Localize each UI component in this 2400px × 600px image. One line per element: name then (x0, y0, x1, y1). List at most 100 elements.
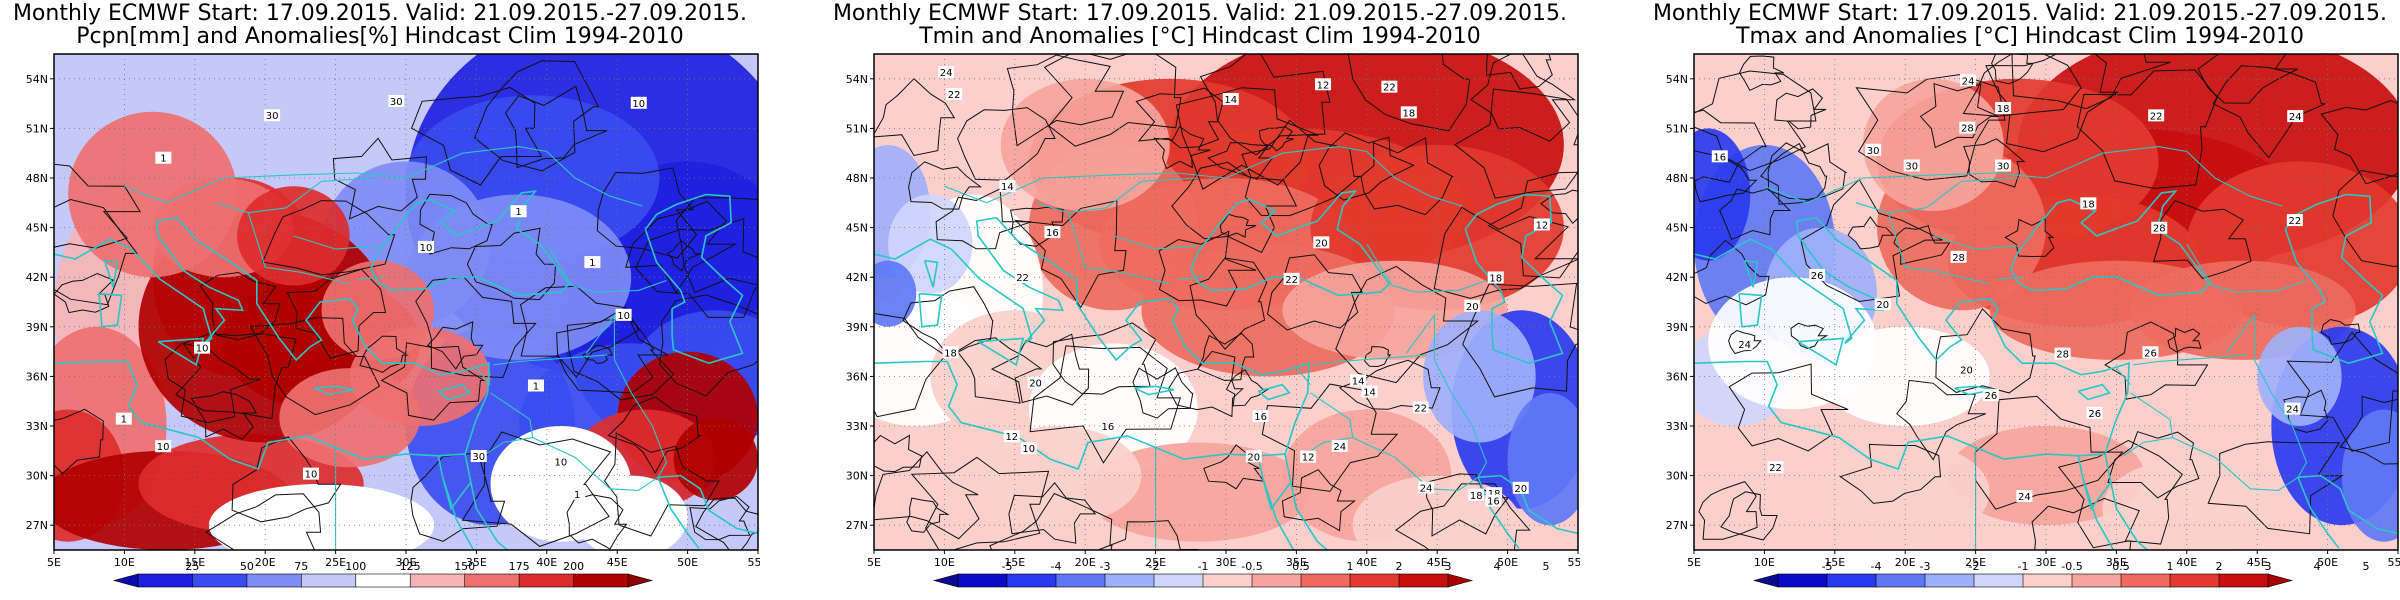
lat-label: 51N (1666, 122, 1688, 135)
colorbar-bin (1924, 573, 1975, 588)
anomaly-patch (68, 111, 238, 278)
isoline (1189, 257, 1268, 350)
lat-label: 36N (846, 370, 868, 383)
isoline (1974, 395, 2124, 510)
isoline (2104, 321, 2209, 400)
isoline (607, 396, 703, 474)
contour-label: 28 (1961, 124, 1974, 135)
isoline (1454, 88, 1578, 199)
lon-label: 15E (1824, 556, 1845, 569)
colorbar-tick-label: -4 (1871, 560, 1882, 573)
anomaly-patch (208, 483, 435, 550)
colorbar-bin (518, 573, 575, 588)
colorbar-tick-label: 4 (2314, 560, 2321, 573)
isoline (695, 497, 758, 550)
lon-label: 10E (1754, 556, 1775, 569)
isoline (54, 408, 104, 475)
isoline (1774, 88, 1827, 130)
isoline (556, 319, 669, 394)
lat-label: 39N (846, 321, 868, 334)
isoline (1470, 54, 1576, 142)
isoline (2320, 318, 2361, 345)
lat-label: 51N (846, 122, 868, 135)
contour-label: 22 (2288, 216, 2301, 227)
colorbar-tick-label: -1 (2018, 560, 2029, 573)
colorbar-bin (1251, 573, 1302, 588)
lon-label: 35E (1286, 556, 1307, 569)
isoline (1135, 87, 1224, 149)
isoline (2004, 217, 2055, 258)
lon-label: 55E (2388, 556, 2400, 569)
colorbar-tick-label: 150 (454, 560, 475, 573)
contour-label: 1 (533, 382, 539, 393)
contour-label: 22 (1414, 403, 1427, 414)
colorbar-tick-label: 3 (1445, 560, 1452, 573)
isoline (1728, 329, 1762, 355)
isoline (461, 431, 612, 547)
panel-title-line2: Pcpn[mm] and Anomalies[%] Hindcast Clim … (76, 24, 684, 49)
contour-label: 26 (2144, 348, 2157, 359)
isoline (474, 60, 600, 172)
isoline (1462, 282, 1578, 398)
colorbar-bin (2071, 573, 2122, 588)
lon-label: 5E (47, 556, 61, 569)
colorbar-bin (957, 573, 1008, 588)
colorbar-bin (1153, 573, 1204, 588)
colorbar-bin (409, 573, 466, 588)
contour-label: 1 (121, 415, 127, 426)
contour-label: 20 (1247, 452, 1260, 463)
isoline (2339, 395, 2398, 465)
isoline (935, 188, 1032, 250)
contour-label: 14 (1001, 182, 1014, 193)
contour-label: 10 (157, 442, 170, 453)
contour-label: 10 (305, 470, 318, 481)
anomaly-patch (874, 260, 917, 327)
lon-label: 5E (867, 556, 881, 569)
contour-label: 18 (1489, 273, 1502, 284)
isoline (566, 309, 675, 401)
lon-label: 30E (396, 556, 417, 569)
lon-label: 10E (114, 556, 135, 569)
contour-label: 28 (2153, 224, 2166, 235)
contour-label: 28 (2056, 350, 2069, 361)
isoline (2332, 169, 2398, 268)
contour-label: 24 (1962, 76, 1975, 87)
isoline (1919, 83, 1999, 149)
isoline (249, 317, 381, 416)
panel-tmin: Monthly ECMWF Start: 17.09.2015. Valid: … (820, 0, 1580, 600)
contour-label: 30 (390, 97, 403, 108)
colorbar-high-arrow (2267, 573, 2294, 588)
isoline (635, 217, 758, 318)
anomaly-patch (575, 475, 688, 550)
map-precipitation: 54N 51N 48N 45N 42N 39N 36N 33N 30N 27N 5E 10E 15E 20… (26, 53, 760, 588)
lat-label: 42N (846, 271, 868, 284)
anomaly-patch (673, 417, 758, 501)
colorbar-bin (137, 573, 194, 588)
colorbar-high-arrow (1447, 573, 1474, 588)
colorbar-bin (1875, 573, 1926, 588)
isoline (1258, 126, 1294, 152)
lon-label: 15E (184, 556, 205, 569)
contour-label: 24 (2018, 492, 2031, 503)
contour-label: 26 (1984, 391, 1997, 402)
colorbar-bin (464, 573, 520, 588)
isoline (205, 493, 322, 550)
contour-label: 30 (1905, 162, 1918, 173)
lat-label: 45N (846, 222, 868, 235)
isoline (199, 271, 281, 341)
isoline (908, 161, 983, 210)
isoline (261, 200, 396, 276)
lat-label: 39N (26, 321, 48, 334)
colorbar-tick-label: -3 (1920, 560, 1931, 573)
isoline (1225, 369, 1270, 407)
isoline (2212, 65, 2326, 159)
lat-label: 27N (1666, 519, 1688, 532)
lat-label: 54N (846, 73, 868, 86)
panel-title-line1: Monthly ECMWF Start: 17.09.2015. Valid: … (1652, 1, 2388, 26)
contour-label: 10 (632, 99, 645, 110)
coastlines (1694, 146, 2398, 550)
contour-label: 1 (515, 207, 521, 218)
colorbar-bin (1300, 573, 1351, 588)
anomaly-patch (405, 194, 632, 360)
